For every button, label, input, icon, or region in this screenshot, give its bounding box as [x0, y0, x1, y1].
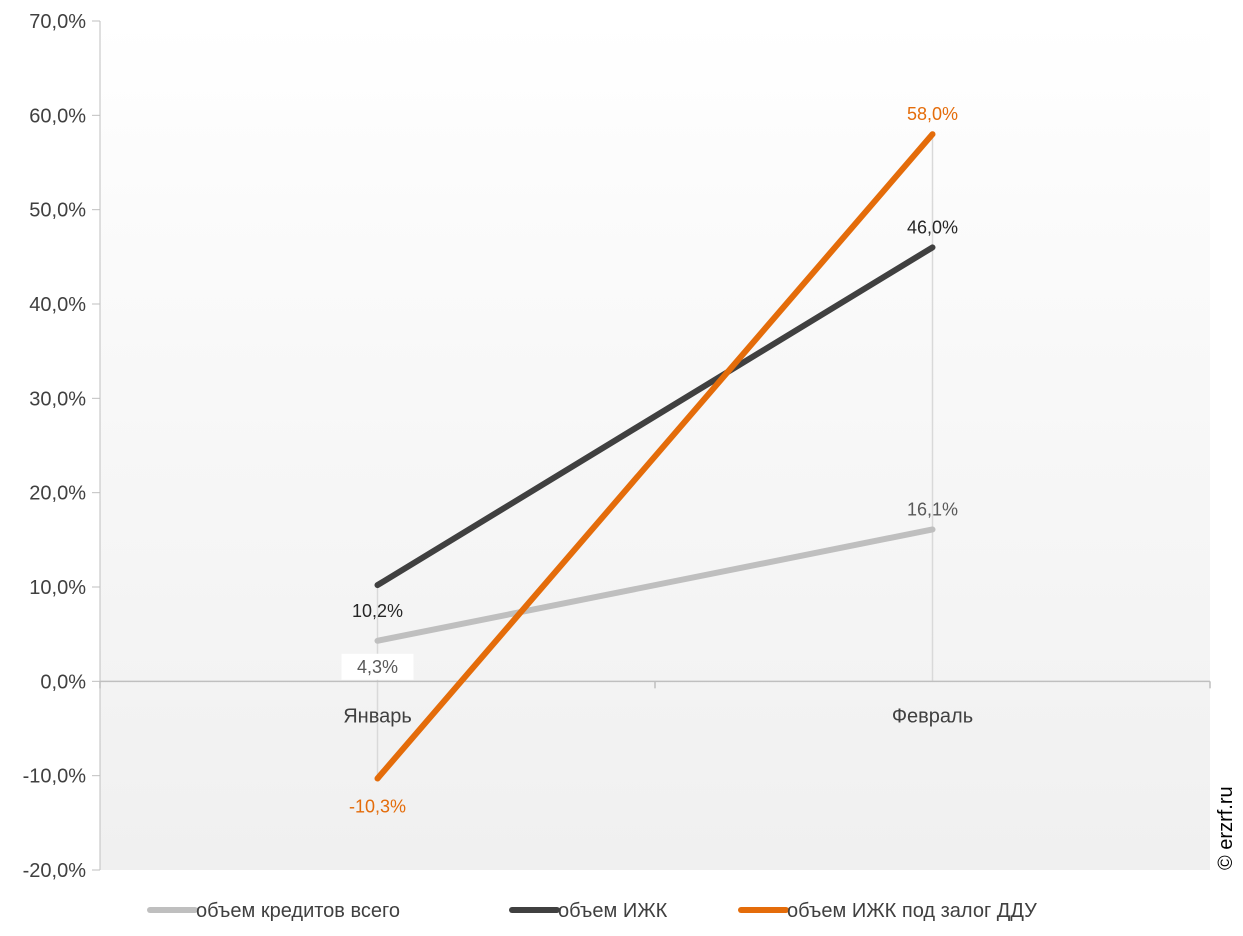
data-label-background: [341, 653, 414, 680]
series-lines: [374, 131, 936, 782]
x-axis-category-labels: Январь Февраль: [343, 705, 973, 727]
legend-label: объем кредитов всего: [196, 900, 400, 922]
data-label: -10,3%: [349, 796, 406, 816]
y-tick-label: 60,0%: [29, 105, 86, 127]
y-tick-label: 30,0%: [29, 388, 86, 410]
y-tick-label: -20,0%: [23, 860, 87, 882]
legend-label: объем ИЖК под залог ДДУ: [787, 900, 1037, 922]
y-tick-label: 20,0%: [29, 483, 86, 505]
data-labels: 4,3% 16,1% 10,2% 46,0% -10,3% 58,0%: [341, 104, 958, 816]
data-label: 4,3%: [357, 657, 398, 677]
x-category-label: Февраль: [892, 705, 973, 727]
y-tick-label: -10,0%: [23, 766, 87, 788]
y-tick-label: 10,0%: [29, 577, 86, 599]
axes: [92, 20, 1211, 871]
y-axis-tick-labels: -20,0% -10,0% 0,0% 10,0% 20,0% 30,0% 40,0% 50,0…: [23, 11, 87, 882]
y-tick-label: 40,0%: [29, 294, 86, 316]
series-line: [374, 131, 936, 782]
y-tick-label: 50,0%: [29, 200, 86, 222]
legend-label: объем ИЖК: [558, 900, 668, 922]
legend: объем кредитов всего объем ИЖК объем ИЖК п…: [147, 900, 1037, 922]
data-label: 46,0%: [907, 217, 958, 237]
series-line: [374, 526, 936, 644]
x-category-label: Январь: [343, 705, 412, 727]
data-label: 10,2%: [352, 601, 403, 621]
y-tick-label: 70,0%: [29, 11, 86, 33]
series-line: [374, 244, 936, 589]
y-tick-label: 0,0%: [40, 671, 86, 693]
data-label: 58,0%: [907, 104, 958, 124]
data-label: 16,1%: [907, 499, 958, 519]
watermark-text: © erzrf.ru: [1215, 786, 1237, 870]
plot-area-background: [100, 21, 1210, 870]
